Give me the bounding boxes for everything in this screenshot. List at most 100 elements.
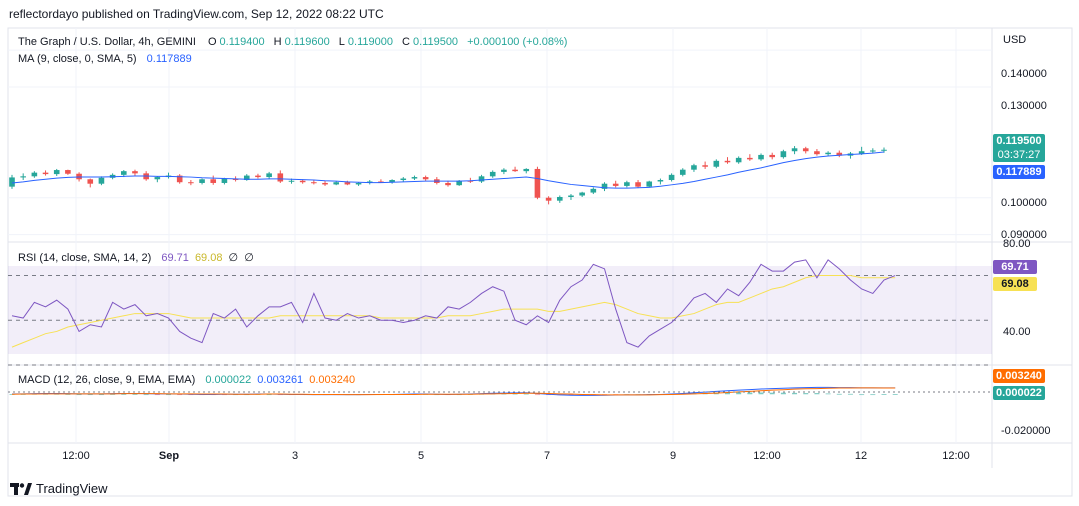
candle-body	[657, 180, 664, 182]
candle	[612, 180, 619, 188]
footer-brand: TradingView	[36, 481, 108, 496]
candle-body	[132, 171, 138, 174]
candle	[389, 179, 395, 184]
candle	[188, 180, 194, 186]
candle-body	[691, 165, 697, 170]
candle-body	[288, 180, 295, 182]
candle-body	[489, 171, 496, 177]
macd-hist-bar	[534, 394, 540, 396]
candle	[512, 166, 518, 172]
candle	[691, 163, 697, 172]
candle	[791, 146, 798, 155]
last-price-tag: 0.119500	[993, 134, 1045, 148]
candle-body	[400, 178, 407, 181]
candle	[20, 173, 26, 181]
candle-body	[780, 151, 787, 158]
candle	[579, 191, 585, 197]
candle-body	[612, 183, 619, 186]
macd-hist-bar	[65, 394, 71, 395]
candle-body	[210, 179, 217, 183]
grid-lines	[8, 28, 992, 443]
rsi-legend[interactable]: RSI (14, close, SMA, 14, 2) 69.71 69.08 …	[18, 251, 257, 264]
close-label: C	[402, 36, 410, 48]
candle-body	[668, 174, 675, 181]
rsi-value: 69.71	[161, 252, 189, 264]
price-tick: 0.140000	[1001, 68, 1047, 80]
candle-body	[624, 182, 630, 186]
candle-body	[601, 183, 608, 189]
countdown-tag: 03:37:27	[993, 148, 1045, 162]
candle	[881, 147, 887, 153]
candle	[176, 174, 183, 184]
candle-body	[635, 182, 641, 187]
candle	[780, 149, 787, 159]
macd-hist-bar	[154, 394, 160, 396]
candle	[735, 156, 742, 164]
candle	[489, 170, 496, 178]
candle-body	[814, 151, 820, 155]
macd-hist-bar	[87, 394, 93, 396]
candle-body	[255, 175, 261, 178]
macd-hist-bar	[512, 393, 518, 395]
rsi-sma-value: 69.08	[194, 252, 223, 264]
candle	[445, 180, 451, 187]
candle	[42, 170, 49, 176]
candle-body	[87, 179, 94, 184]
macd-hist-bar	[825, 393, 831, 395]
close-value: 0.119500	[412, 36, 459, 48]
candle	[501, 168, 507, 175]
candle	[668, 173, 675, 182]
candle-body	[758, 154, 764, 160]
symbol-legend[interactable]: The Graph / U.S. Dollar, 4h, GEMINI O 0.1…	[18, 36, 570, 48]
candle	[210, 175, 217, 185]
candle	[65, 169, 71, 175]
candle-body	[478, 176, 485, 182]
candle	[266, 171, 272, 180]
rsi-value-tag: 69.71	[993, 260, 1037, 274]
candle	[713, 159, 720, 169]
macd-hist-bar	[9, 394, 15, 395]
candle	[635, 180, 641, 189]
candle	[411, 175, 418, 181]
candle-body	[545, 197, 552, 201]
rsi-label: RSI (14, close, SMA, 14, 2)	[18, 252, 152, 264]
macd-hist-bar	[166, 394, 172, 396]
candlestick-series	[9, 146, 887, 205]
tradingview-logo[interactable]: TradingView	[10, 481, 108, 496]
candle-body	[333, 182, 340, 185]
macd-legend[interactable]: MACD (12, 26, close, 9, EMA, EMA) 0.0000…	[18, 374, 358, 386]
candle	[311, 180, 317, 185]
macd-hist-bar	[724, 392, 730, 395]
candle-body	[858, 151, 865, 154]
candle-body	[243, 175, 250, 181]
candle	[568, 194, 574, 200]
candle	[836, 150, 843, 158]
candle-body	[53, 170, 60, 175]
candle	[724, 157, 731, 164]
candle	[87, 178, 94, 188]
time-tick: Sep	[158, 450, 180, 462]
candle	[769, 152, 776, 160]
candle-body	[344, 182, 351, 185]
ma-legend[interactable]: MA (9, close, 0, SMA, 5) 0.117889	[18, 53, 195, 65]
candle-body	[769, 154, 776, 158]
low-value: 0.119000	[347, 36, 393, 48]
time-tick: 5	[417, 450, 425, 462]
candle-body	[355, 182, 362, 185]
time-tick: 12:00	[62, 450, 90, 462]
candle	[400, 177, 407, 182]
candle-body	[42, 172, 49, 175]
macd-hist-bar	[859, 394, 865, 396]
rsi-tick: 80.00	[1003, 238, 1031, 250]
macd-hist-bar	[110, 394, 116, 395]
candle-body	[870, 150, 876, 152]
candle-body	[556, 196, 563, 201]
macd-hist-bar	[98, 394, 104, 396]
candle	[98, 176, 105, 186]
open-value: 0.119400	[219, 36, 265, 48]
macd-hist-bar	[803, 393, 809, 395]
candle	[624, 180, 630, 188]
candle-body	[65, 170, 71, 174]
candle	[802, 146, 809, 154]
